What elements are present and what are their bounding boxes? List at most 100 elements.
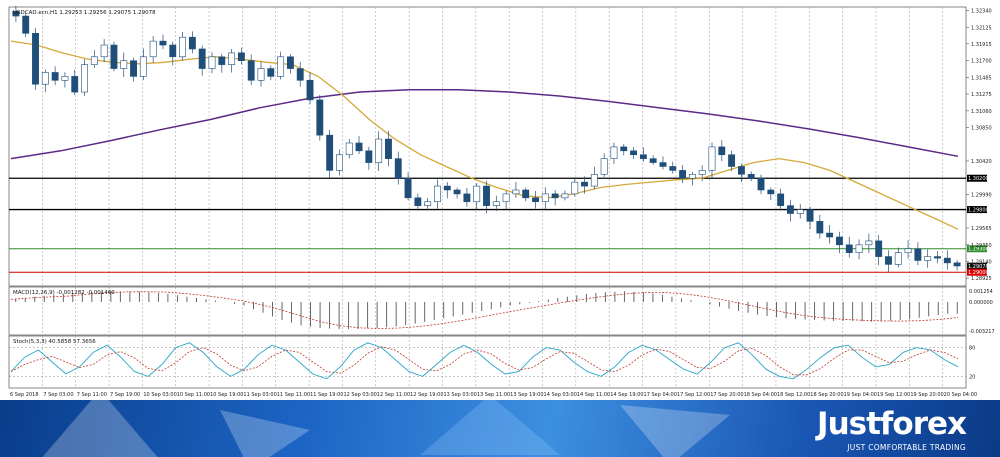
x-tick-label: 18 Sep 20:00 [810,392,843,398]
macd-grid [42,287,943,335]
y-tick-label: 1.29350 [971,243,992,249]
x-tick-label: 13 Sep 03:00 [443,392,476,398]
candle-body [365,150,373,163]
candle-body [41,72,49,85]
x-tick-label: 18 Sep 04:00 [744,392,777,398]
candle-body [728,154,736,167]
candle-body [561,193,569,199]
sma-fast-line [10,40,959,230]
x-tick-label: 12 Sep 03:00 [343,392,376,398]
x-tick-label: 7 Sep 19:00 [110,392,140,398]
candle-body [659,162,667,167]
candle-body [257,68,265,81]
x-tick-label: 14 Sep 03:00 [544,392,577,398]
stoch-grid [42,336,943,388]
x-tick-label: 19 Sep 20:00 [910,392,943,398]
y-tick-label: 1.31060 [971,109,992,115]
candle-body [198,48,206,69]
candle-body [228,52,236,65]
candle-body [679,170,687,179]
candle-body [649,158,657,163]
macd-tick-label: 0.001254 [969,289,993,295]
candle-body [502,193,510,203]
macd-histogram [15,291,958,329]
candle-body [169,44,177,58]
vertical-grid [42,7,943,286]
stoch-signal-line [10,346,959,376]
y-tick-label: 1.29565 [971,226,992,232]
time-axis: 6 Sep 2018 7 Sep 03:00 7 Sep 11:00 7 Sep 19… [10,392,977,398]
y-tick-label: 1.28925 [971,276,992,282]
macd-signal-line [10,291,959,329]
x-tick-label: 19 Sep 04:00 [844,392,877,398]
candle-body [551,193,559,199]
candle-body [453,189,461,195]
candle-body [12,11,20,17]
candle-body [473,185,481,203]
y-tick-label: 1.31915 [971,42,992,48]
candle-body [277,56,285,77]
x-tick-label: 13 Sep 11:00 [477,392,510,398]
candle-body [22,15,30,34]
price-level-label: 1.29300 [968,247,989,253]
candle-body [159,40,167,46]
macd-tick-label: 0.000000 [969,300,993,306]
price-level-tag [967,268,987,276]
candle-body [747,174,755,179]
stoch-tick-label: 20 [969,374,975,380]
candle-body [620,146,628,152]
candle-body [571,181,579,195]
candle-body [796,209,804,214]
candle-body [100,44,108,58]
brand-logo: Justforex [817,406,967,442]
candle-body [336,154,343,171]
candle-body [855,244,863,253]
candle-body [718,146,726,156]
candle-body [434,185,441,203]
candle-body [208,56,216,69]
macd-panel: 0.001254 0.000000 -0.003217 MACD(12,26,9) … [8,286,995,336]
x-tick-label: 14 Sep 11:00 [577,392,610,398]
decor-triangle-icon [220,410,310,457]
stoch-main-line [10,342,959,380]
candle-body [934,256,941,259]
candle-body [385,138,392,159]
candle-body [541,193,549,203]
candle-body [71,76,79,93]
candle-body [630,150,637,156]
candle-body [767,189,775,195]
y-tick-label: 1.31485 [971,76,992,82]
candle-body [600,158,608,175]
candle-body [90,56,98,65]
x-tick-label: 10 Sep 03:00 [143,392,176,398]
stoch-panel: 80 20 Stoch(5,3,3) 40.5858 57.3656 [8,335,975,389]
x-tick-label: 7 Sep 03:00 [43,392,73,398]
candle-body [757,177,765,191]
decor-triangle-icon [42,400,158,457]
candle-body [404,177,412,199]
x-tick-label: 17 Sep 12:00 [677,392,710,398]
candle-body [188,36,196,50]
candle-body [306,79,314,101]
x-tick-label: 12 Sep 19:00 [410,392,443,398]
candle-body [836,236,843,246]
candle-body [943,257,951,264]
candle-body [532,197,539,203]
y-tick-label: 1.29990 [971,193,992,199]
y-tick-label: 1.30420 [971,159,992,165]
candle-body [708,146,716,171]
x-tick-label: 13 Sep 19:00 [510,392,543,398]
candle-body [688,174,696,179]
candle-body [345,142,353,156]
candle-body [610,146,618,159]
x-tick-label: 11 Sep 03:00 [243,392,276,398]
price-level-tag [967,174,987,182]
y-tick-label: 1.31275 [971,92,992,98]
candle-body [110,44,118,69]
stoch-header: Stoch(5,3,3) 40.5858 57.3656 [13,339,96,345]
candle-body [590,174,598,187]
x-tick-label: 14 Sep 19:00 [610,392,643,398]
candle-body [179,36,187,58]
